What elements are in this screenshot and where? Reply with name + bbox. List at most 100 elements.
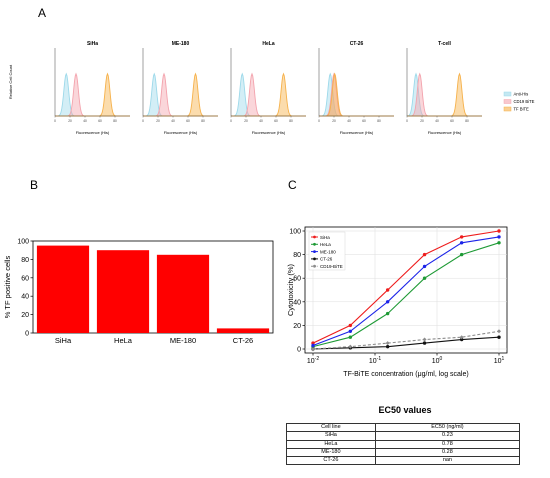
flow-panel: ME-180 Fluorescence (His) 0 20 40 60 80: [142, 41, 218, 135]
y-tick-label: 100: [17, 239, 29, 246]
data-point: [497, 335, 501, 339]
flow-panel-title: T-cell: [438, 41, 451, 47]
flow-panel-title: SiHa: [87, 41, 98, 47]
data-point: [497, 329, 501, 334]
data-point: [497, 229, 501, 233]
flow-panel: CT-26 Fluorescence (His) 0 20 40 60 80: [318, 41, 394, 135]
legend-marker: [313, 235, 316, 239]
data-point: [422, 252, 427, 257]
histogram-cd19_bite: [407, 72, 482, 117]
table-row: HeLa 0.78: [286, 439, 521, 449]
y-axis-label: % TF positive cells: [3, 256, 12, 319]
data-point: [348, 329, 353, 333]
y-tick-label: 80: [293, 252, 301, 259]
legend-label: CD19 BiTE: [514, 99, 535, 104]
line-plot-frame: [304, 226, 508, 354]
y-tick-label: 20: [293, 323, 301, 330]
data-point: [311, 341, 315, 345]
legend-label: CT-26: [320, 257, 333, 262]
flow-x-tick-label: 0: [318, 119, 320, 123]
bar: [156, 254, 210, 333]
line-legend: SiHa HeLa ME-180 CT-26 CD19-BiTE: [308, 231, 346, 271]
data-point: [497, 235, 501, 239]
y-tick-label: 40: [293, 299, 301, 306]
y-tick-label: 0: [297, 347, 301, 354]
data-point: [385, 288, 390, 292]
ec50-value: nan: [374, 456, 521, 466]
flow-x-tick-label: 60: [274, 119, 278, 123]
y-axis-label: Cytotoxicity (%): [286, 263, 295, 316]
data-point: [497, 241, 501, 245]
flow-legend: Anti-His CD19 BiTE TF BiTE: [503, 92, 535, 112]
ec50-table-header-row: Cell line EC50 (ng/ml): [286, 422, 521, 433]
legend-label: CD19-BiTE: [320, 264, 343, 269]
x-tick-label: 10-1: [369, 356, 381, 365]
y-tick-label: 20: [21, 312, 29, 319]
flow-x-axis-label: Fluorescence (His): [428, 130, 462, 135]
series-line: [312, 230, 500, 344]
flow-x-tick-label: 20: [244, 119, 248, 123]
data-point: [385, 311, 390, 316]
flow-y-axis-label: Relative Cell Count: [8, 64, 13, 99]
panel-label-a: A: [38, 6, 47, 20]
series-line: [312, 242, 500, 348]
flow-panel-title: HeLa: [262, 41, 274, 47]
flow-x-tick-label: 60: [98, 119, 102, 123]
legend-marker: [313, 250, 316, 254]
ec50-header-value: EC50 (ng/ml): [374, 422, 521, 433]
flow-x-tick-label: 80: [289, 119, 293, 123]
flow-x-axis-label: Fluorescence (His): [76, 130, 110, 135]
legend-swatch: [503, 106, 512, 112]
series-line: [312, 330, 500, 350]
flow-x-tick-label: 80: [377, 119, 381, 123]
ec50-value: 0.23: [374, 431, 521, 441]
flow-x-tick-label: 40: [83, 119, 87, 123]
cytotoxicity-line-chart: 0 20 40 60 80 100 10-2 10-1 100 101 SiHa HeLa ME-180…: [286, 226, 508, 378]
data-point: [459, 235, 464, 239]
flow-panel-title: ME-180: [172, 41, 190, 47]
x-tick-label: CT-26: [233, 336, 253, 345]
y-tick-label: 60: [21, 275, 29, 282]
data-point: [385, 344, 390, 349]
flow-x-tick-label: 40: [259, 119, 263, 123]
legend-marker: [313, 264, 316, 268]
flow-x-tick-label: 40: [435, 119, 439, 123]
x-tick-label: 101: [494, 356, 505, 365]
flow-x-tick-label: 0: [406, 119, 408, 123]
flow-x-tick-label: 20: [156, 119, 160, 123]
ec50-value: 0.78: [374, 439, 521, 449]
legend-label: HeLa: [320, 242, 331, 247]
data-point: [422, 341, 427, 345]
table-row: ME-180 0.28: [286, 447, 521, 458]
legend-marker: [313, 242, 316, 246]
panel-label-c: C: [288, 178, 297, 192]
table-row: SiHa 0.23: [286, 431, 521, 441]
legend-label: SiHa: [320, 235, 330, 240]
flow-x-tick-label: 20: [68, 119, 72, 123]
ec50-value: 0.28: [374, 447, 521, 458]
flow-x-tick-label: 0: [142, 119, 144, 123]
data-point: [385, 300, 390, 304]
data-point: [422, 276, 427, 280]
y-tick-label: 80: [21, 257, 29, 264]
legend-label: ME-180: [320, 249, 336, 254]
bar-chart: SiHa HeLa ME-180 CT-26 0 20 40 60 80 100 % TF posi…: [3, 239, 274, 345]
bar: [216, 328, 270, 333]
x-tick-label: ME-180: [170, 336, 196, 345]
ec50-cell-line: CT-26: [286, 456, 376, 466]
legend-label: Anti-His: [514, 92, 529, 97]
y-tick-label: 60: [293, 276, 301, 283]
data-point: [311, 343, 315, 348]
flow-panel: SiHa Fluorescence (His) 0 20 40 60 80: [54, 41, 130, 135]
histogram-anti_his: [143, 72, 218, 117]
flow-x-tick-label: 60: [362, 119, 366, 123]
y-tick-label: 100: [289, 229, 301, 236]
flow-x-tick-label: 20: [332, 119, 336, 123]
flow-panel: HeLa Fluorescence (His) 0 20 40 60 80: [230, 41, 306, 135]
x-axis-label: TF-BiTE concentration (μg/ml, log scale): [343, 371, 468, 378]
data-point: [459, 337, 464, 342]
flow-x-tick-label: 40: [171, 119, 175, 123]
data-point: [348, 335, 353, 339]
y-tick-label: 40: [21, 294, 29, 301]
